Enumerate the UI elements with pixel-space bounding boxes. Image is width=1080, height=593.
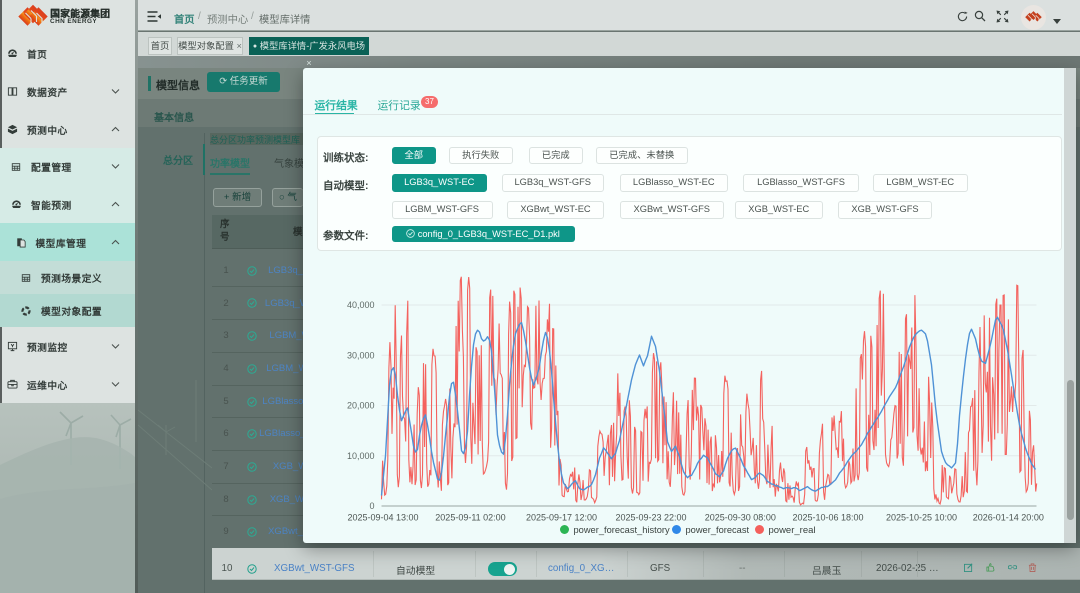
svg-text:power_forecast: power_forecast (685, 525, 749, 535)
svg-text:power_real: power_real (768, 525, 815, 536)
svg-text:2025-09-23 22:00: 2025-09-23 22:00 (615, 513, 686, 523)
svg-text:30,000: 30,000 (346, 350, 374, 360)
svg-text:2025-09-04 13:00: 2025-09-04 13:00 (347, 513, 418, 523)
svg-text:40,000: 40,000 (346, 300, 374, 310)
svg-text:20,000: 20,000 (346, 401, 374, 411)
svg-text:0: 0 (369, 501, 374, 511)
svg-text:2025-10-06 18:00: 2025-10-06 18:00 (792, 513, 863, 523)
svg-text:2025-09-17 12:00: 2025-09-17 12:00 (525, 513, 596, 523)
svg-text:power_forecast_history: power_forecast_history (573, 525, 669, 535)
svg-text:2025-10-25 10:00: 2025-10-25 10:00 (885, 513, 956, 523)
svg-text:2025-09-11 02:00: 2025-09-11 02:00 (435, 513, 505, 523)
svg-text:2025-09-30 08:00: 2025-09-30 08:00 (704, 513, 775, 523)
svg-text:2026-01-14 20:00: 2026-01-14 20:00 (972, 513, 1043, 523)
svg-text:10,000: 10,000 (346, 451, 374, 461)
